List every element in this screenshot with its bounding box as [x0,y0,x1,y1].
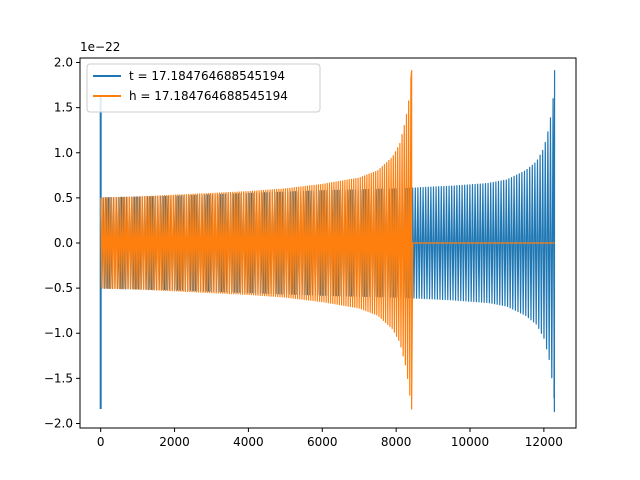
y-tick-label: 1.5 [54,101,73,115]
y-tick-label: −1.0 [44,326,73,340]
x-tick-label: 8000 [381,435,412,449]
y-tick-label: −1.5 [44,371,73,385]
y-tick-label: 1.0 [54,146,73,160]
y-offset-label: 1e−22 [80,40,120,54]
series-h-line [100,70,555,410]
x-tick-label: 12000 [525,435,563,449]
x-tick-label: 6000 [307,435,338,449]
legend-entry: h = 17.184764688545194 [129,89,288,103]
y-tick-label: 2.0 [54,56,73,70]
legend: t = 17.184764688545194 h = 17.18476468854… [86,63,321,113]
y-tick-label: 0.5 [54,191,73,205]
plot-area [99,70,556,413]
y-tick-label: −0.5 [44,281,73,295]
x-tick-label: 4000 [233,435,264,449]
y-tick-label: 0.0 [54,236,73,250]
x-tick-label: 10000 [451,435,489,449]
x-tick-label: 2000 [159,435,190,449]
legend-entry: t = 17.184764688545194 [129,69,285,83]
y-axis: 2.0 1.5 1.0 0.5 0.0 −0.5 −1.0 −1.5 −2.0 [44,56,80,430]
x-tick-label: 0 [97,435,105,449]
legend-box [86,63,321,113]
y-tick-label: −2.0 [44,416,73,430]
x-axis: 0 2000 4000 6000 8000 10000 12000 [97,428,563,449]
